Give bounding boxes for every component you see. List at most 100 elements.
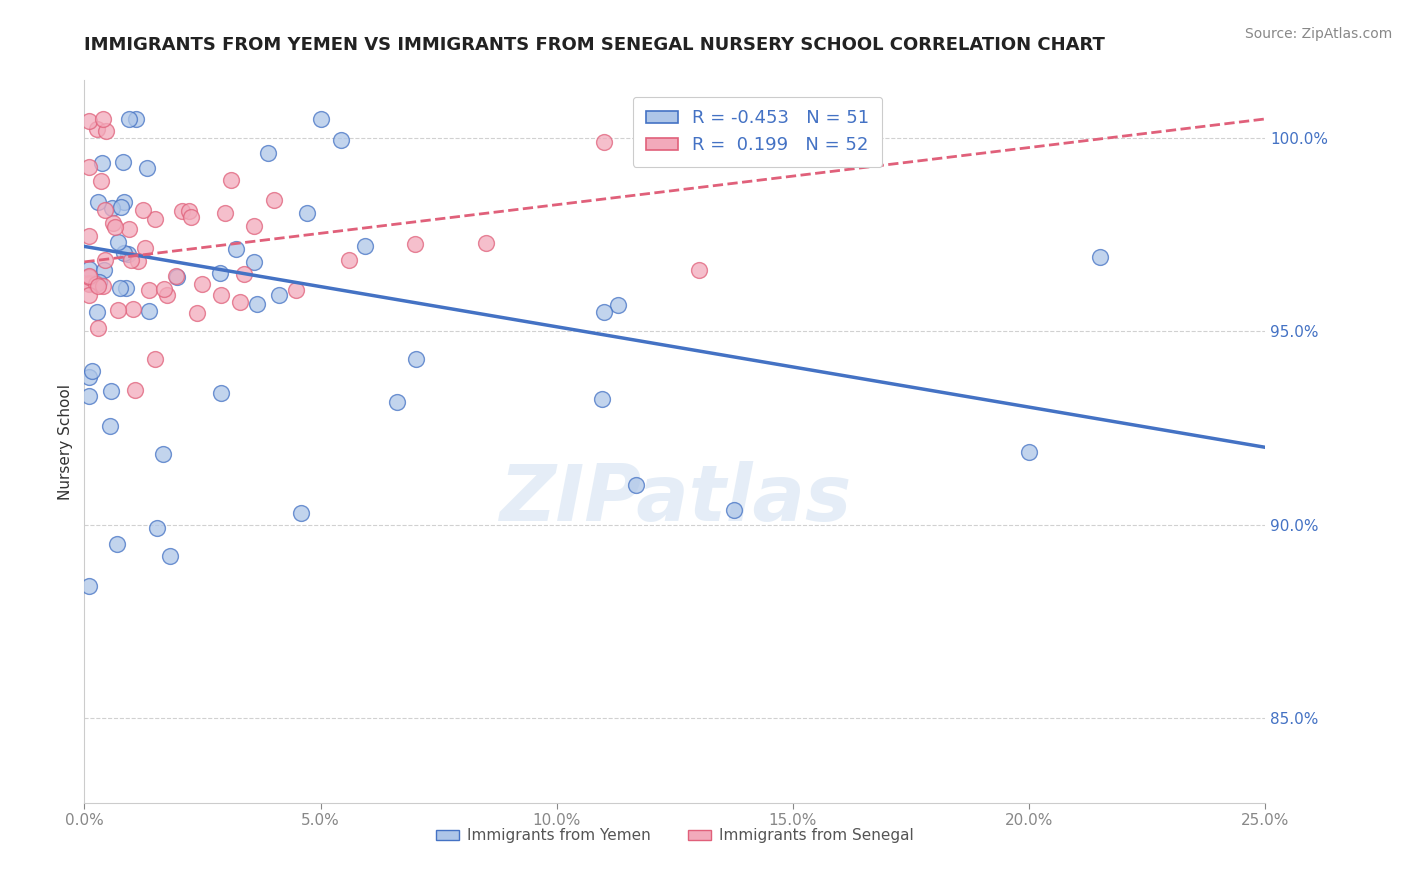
Point [107, 303, 129, 318]
Point [87, 321, 110, 335]
Point [100, 384, 122, 399]
Point [77, 229, 100, 244]
Point [93, 252, 115, 267]
Point [87, 194, 110, 209]
Point [89, 275, 111, 289]
Point [77, 277, 100, 291]
Point [107, 235, 129, 249]
Point [77, 370, 100, 384]
Point [225, 242, 247, 256]
Point [132, 203, 155, 218]
Point [136, 161, 159, 175]
Point [475, 236, 498, 251]
Point [96, 123, 118, 137]
Point [127, 254, 149, 268]
Point [125, 112, 148, 126]
Point [77, 262, 100, 277]
Point [84, 277, 107, 291]
Point [229, 295, 252, 310]
Point [77, 268, 100, 283]
Point [112, 195, 135, 210]
Point [110, 200, 132, 214]
Point [134, 240, 156, 254]
Point [385, 395, 408, 409]
Point [77, 270, 100, 285]
Point [104, 219, 127, 234]
Point [243, 219, 266, 234]
Text: Source: ZipAtlas.com: Source: ZipAtlas.com [1244, 27, 1392, 41]
Point [108, 281, 131, 295]
Point [101, 216, 124, 230]
Point [91, 112, 114, 126]
Point [209, 267, 232, 281]
Point [87, 279, 110, 293]
Point [191, 277, 214, 292]
Point [354, 239, 377, 253]
Point [115, 281, 138, 295]
Point [155, 288, 177, 302]
Point [77, 114, 100, 128]
Point [404, 236, 426, 251]
Point [146, 521, 169, 535]
Point [263, 193, 285, 207]
Point [100, 201, 122, 215]
Point [624, 478, 647, 492]
Point [159, 549, 181, 563]
Point [143, 351, 166, 366]
Point [284, 283, 307, 297]
Point [152, 282, 174, 296]
Point [86, 304, 108, 318]
Point [214, 206, 236, 220]
Point [221, 173, 243, 187]
Point [165, 269, 187, 284]
Point [117, 246, 139, 260]
Point [138, 303, 160, 318]
Point [209, 386, 232, 401]
Point [180, 210, 202, 224]
Point [91, 279, 114, 293]
Point [295, 206, 318, 220]
Point [152, 447, 174, 461]
Text: ZIPatlas: ZIPatlas [499, 461, 851, 537]
Point [138, 283, 160, 297]
Point [246, 297, 269, 311]
Point [232, 267, 254, 281]
Point [172, 203, 194, 218]
Point [118, 222, 141, 236]
Point [607, 298, 630, 312]
Point [111, 154, 134, 169]
Point [337, 253, 360, 268]
Point [77, 287, 100, 301]
Point [243, 255, 266, 269]
Point [186, 306, 208, 320]
Point [94, 202, 117, 217]
Point [118, 112, 141, 126]
Point [405, 352, 427, 367]
Point [121, 302, 143, 317]
Point [77, 389, 100, 403]
Point [91, 156, 114, 170]
Point [93, 263, 115, 277]
Point [77, 579, 100, 593]
Point [591, 392, 613, 406]
Point [1018, 444, 1040, 458]
Point [77, 161, 100, 175]
Point [330, 133, 353, 147]
Point [77, 277, 100, 291]
Point [593, 136, 616, 150]
Point [124, 383, 146, 397]
Point [723, 503, 745, 517]
Legend: Immigrants from Yemen, Immigrants from Senegal: Immigrants from Yemen, Immigrants from S… [430, 822, 920, 849]
Point [688, 263, 710, 277]
Point [86, 121, 108, 136]
Y-axis label: Nursery School: Nursery School [58, 384, 73, 500]
Point [309, 112, 332, 126]
Point [1088, 250, 1111, 264]
Point [145, 212, 167, 227]
Point [209, 288, 232, 302]
Point [593, 305, 616, 319]
Point [257, 146, 280, 161]
Point [120, 253, 142, 268]
Point [82, 364, 104, 378]
Point [98, 419, 121, 434]
